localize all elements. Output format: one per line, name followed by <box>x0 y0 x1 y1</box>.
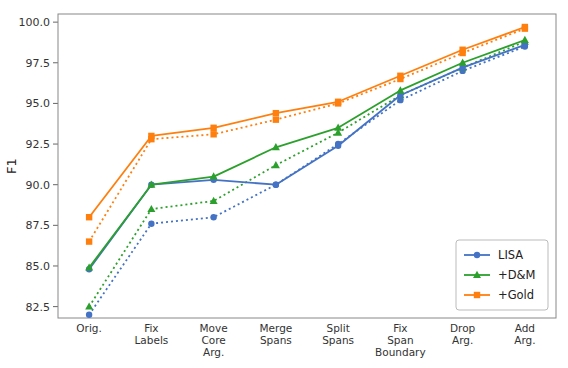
x-tick-label-line: Orig. <box>76 322 102 334</box>
point <box>334 124 342 131</box>
point <box>210 214 216 220</box>
y-tick <box>53 22 58 23</box>
y-tick-label: 90.0 <box>26 179 51 192</box>
point <box>522 24 528 30</box>
point <box>210 131 216 137</box>
y-tick-label: 82.5 <box>26 301 51 314</box>
x-tick-label-line: Merge <box>259 322 292 334</box>
point <box>85 302 93 309</box>
series-line <box>89 29 525 242</box>
x-tick-label-line: Fix <box>144 322 158 334</box>
point <box>273 181 279 187</box>
x-tick-label: AddArg. <box>514 322 535 346</box>
x-tick-label: FixLabels <box>134 322 168 346</box>
x-tick-label: FixSpanBoundary <box>375 322 426 358</box>
point <box>459 47 465 53</box>
x-tick-label-line: Span <box>387 334 413 346</box>
point <box>335 99 341 105</box>
y-tick <box>53 184 58 185</box>
y-tick-label: 95.0 <box>26 97 51 110</box>
point <box>335 142 341 148</box>
x-tick-label-line: Core <box>201 334 225 346</box>
x-tick-label-line: Spans <box>322 334 354 346</box>
legend-marker <box>474 252 480 258</box>
legend-label: +D&M <box>498 268 535 282</box>
point <box>86 238 92 244</box>
point <box>86 312 92 318</box>
legend-marker <box>474 292 480 298</box>
x-tick-label-line: Spans <box>260 334 292 346</box>
x-tick-label: DropArg. <box>450 322 476 346</box>
x-tick-label-line: Move <box>200 322 228 334</box>
x-tick-label: SplitSpans <box>322 322 354 346</box>
point <box>273 110 279 116</box>
y-tick <box>53 225 58 226</box>
x-tick-label-line: Arg. <box>203 346 224 358</box>
point <box>210 197 218 204</box>
x-tick-label-line: Arg. <box>514 334 535 346</box>
chart: 82.5 85.0 87.5 90.0 92.5 95.0 97.5 100.0 Orig. Fi… <box>0 0 568 368</box>
x-tick-label-line: Arg. <box>452 334 473 346</box>
y-axis-label: F1 <box>4 158 19 174</box>
plot-frame <box>58 14 556 318</box>
point <box>521 36 529 43</box>
legend-label: LISA <box>498 248 523 262</box>
x-tick-label-line: Boundary <box>375 346 426 358</box>
point <box>210 172 218 179</box>
y-tick-label: 85.0 <box>26 260 51 273</box>
x-tick-label-line: Labels <box>134 334 168 346</box>
y-tick <box>53 265 58 266</box>
x-tick-label-line: Drop <box>450 322 476 334</box>
y-tick-label: 100.0 <box>19 16 51 29</box>
point <box>272 143 280 150</box>
y-tick-label: 97.5 <box>26 57 51 70</box>
y-tick <box>53 144 58 145</box>
x-tick-label: MoveCoreArg. <box>200 322 228 358</box>
y-tick-label: 92.5 <box>26 138 51 151</box>
y-tick <box>53 306 58 307</box>
legend-marker <box>473 271 481 278</box>
x-tick-label: MergeSpans <box>259 322 292 346</box>
series-line <box>89 40 525 268</box>
point <box>148 221 154 227</box>
legend-label: +Gold <box>498 288 534 302</box>
y-tick <box>53 62 58 63</box>
series-line <box>89 27 525 217</box>
point <box>85 263 93 270</box>
point <box>148 181 154 187</box>
point <box>273 116 279 122</box>
x-tick-label-line: Add <box>515 322 535 334</box>
point <box>148 133 154 139</box>
legend-box <box>456 240 548 310</box>
x-tick-label-line: Split <box>326 322 349 334</box>
x-tick-label-line: Fix <box>393 322 407 334</box>
point <box>147 205 155 212</box>
point <box>459 59 467 66</box>
point <box>272 161 280 168</box>
x-tick-label: Orig. <box>76 322 102 334</box>
point <box>210 125 216 131</box>
y-tick-label: 87.5 <box>26 219 51 232</box>
point <box>86 214 92 220</box>
y-tick <box>53 103 58 104</box>
point <box>396 86 404 93</box>
point <box>273 181 279 187</box>
legend: LISA +D&M +Gold <box>456 240 548 310</box>
point <box>397 73 403 79</box>
point <box>147 180 155 187</box>
series-line <box>89 45 525 269</box>
